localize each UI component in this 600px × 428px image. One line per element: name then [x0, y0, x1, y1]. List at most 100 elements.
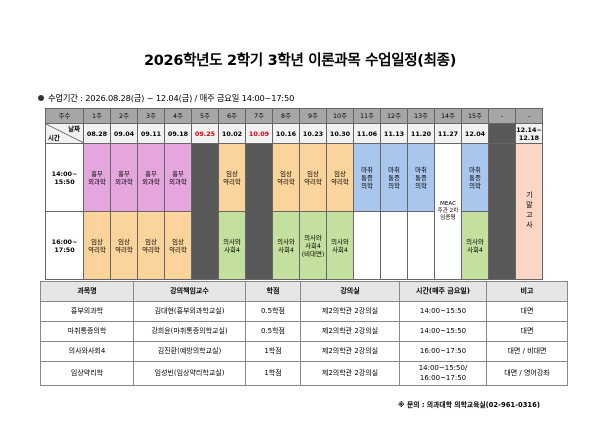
class-cell-pharmacology: 임상 약리학 — [218, 143, 246, 212]
blank-cell — [488, 143, 516, 280]
course-room: 제2의학관 2강의실 — [300, 301, 400, 322]
class-cell-society: 의사와 사회4 — [326, 211, 354, 280]
date-cell: 11.27 — [434, 123, 462, 144]
meac-evaluation-cell: MEAC 주관 2차 임종평 — [434, 143, 462, 280]
course-professor: 김대현(흉부외과학교실) — [133, 301, 246, 322]
week-label: 3주 — [137, 108, 165, 124]
empty-cell — [380, 211, 408, 280]
week-label: 8주 — [272, 108, 300, 124]
week-label: 5주 — [191, 108, 219, 124]
date-cell: 09.04 — [110, 123, 138, 144]
class-cell-pharmacology: 임상 약리학 — [137, 211, 165, 280]
course-professor: 임성빈(임상약리학교실) — [133, 361, 246, 386]
course-header: 과목명 — [40, 281, 134, 302]
course-name: 의사와사회4 — [40, 341, 134, 362]
class-cell-society: 의사와 사회4 — [461, 211, 489, 280]
course-table: 과목명 강의책임교수 학점 강의실 시간(매주 금요일) 비고 흉부외과학 김대… — [40, 281, 568, 386]
week-label: 7주 — [245, 108, 273, 124]
corner-time-label: 시간 — [48, 134, 60, 142]
page-title: 2026학년도 2학기 3학년 이론과목 수업일정(최종) — [143, 53, 457, 69]
empty-cell — [407, 211, 435, 280]
week-label: 6주 — [218, 108, 246, 124]
class-cell-pharmacology: 임상 약리학 — [326, 143, 354, 212]
class-cell-anesthesia: 마취 통증 의학 — [353, 143, 381, 212]
course-header: 강의책임교수 — [133, 281, 246, 302]
table-row: 임상약리학 임성빈(임상약리학교실) 1학점 제2의학관 2강의실 14:00~… — [40, 361, 568, 386]
class-cell-society: 의사와 사회4 (비대면) — [299, 211, 327, 280]
date-cell-holiday: 09.25 — [191, 123, 219, 144]
week-label: - — [488, 108, 516, 124]
date-cell-blank — [488, 123, 516, 144]
week-label: 14주 — [434, 108, 462, 124]
class-cell-pharmacology: 임상 약리학 — [299, 143, 327, 212]
table-row: 마취통증의학 강희윤(마취통증의학교실) 0.5학점 제2의학관 2강의실 14… — [40, 321, 568, 342]
class-cell-thoracic: 흉부 외과학 — [83, 143, 111, 212]
course-time: 16:00~17:50 — [399, 341, 487, 362]
date-cell: 08.28 — [83, 123, 111, 144]
date-cell: 11.13 — [380, 123, 408, 144]
date-cell-exam: 12.14~ 12.18 — [515, 123, 543, 144]
class-cell-thoracic: 흉부 외과학 — [137, 143, 165, 212]
bullet-icon — [38, 95, 44, 101]
contact-footer: ※ 문의 : 의과대학 의학교육실(02-961-0316) — [398, 401, 540, 409]
course-name: 임상약리학 — [40, 361, 134, 386]
class-cell-pharmacology: 임상 약리학 — [272, 143, 300, 212]
week-label: 9주 — [299, 108, 327, 124]
time-slot-2: 16:00~ 17:50 — [45, 211, 84, 280]
class-cell-anesthesia: 마취 통증 의학 — [380, 143, 408, 212]
class-cell-pharmacology: 임상 약리학 — [164, 211, 192, 280]
course-room: 제2의학관 2강의실 — [300, 341, 400, 362]
course-room: 제2의학관 2강의실 — [300, 321, 400, 342]
diagonal-divider — [46, 124, 83, 143]
date-cell: 10.30 — [326, 123, 354, 144]
course-credits: 0.5학점 — [245, 321, 301, 342]
week-label: 4주 — [164, 108, 192, 124]
final-exam-label: 기말고사 — [525, 190, 534, 231]
class-cell-pharmacology: 임상 약리학 — [110, 211, 138, 280]
date-cell: 12.04 — [461, 123, 489, 144]
week-header-label: 주수 — [45, 108, 84, 124]
date-cell: 09.11 — [137, 123, 165, 144]
time-slot-1: 14:00~ 15:50 — [45, 143, 84, 212]
date-cell: 10.02 — [218, 123, 246, 144]
week-label: 13주 — [407, 108, 435, 124]
date-cell-holiday: 10.09 — [245, 123, 273, 144]
class-cell-anesthesia: 마취 통증 의학 — [461, 143, 489, 212]
course-note: 대면 — [486, 301, 568, 322]
course-credits: 1학점 — [245, 341, 301, 362]
class-cell-anesthesia: 마취 통증 의학 — [407, 143, 435, 212]
date-cell: 10.23 — [299, 123, 327, 144]
course-name: 마취통증의학 — [40, 321, 134, 342]
course-room: 제2의학관 2강의실 — [300, 361, 400, 386]
table-row: 흉부외과학 김대현(흉부외과학교실) 0.5학점 제2의학관 2강의실 14:0… — [40, 301, 568, 322]
class-cell-thoracic: 흉부 외과학 — [164, 143, 192, 212]
course-note: 대면 / 비대면 — [486, 341, 568, 362]
course-professor: 김진환(예방의학교실) — [133, 341, 246, 362]
course-header: 강의실 — [300, 281, 400, 302]
week-label: 11주 — [353, 108, 381, 124]
empty-cell — [353, 211, 381, 280]
class-period-text: 수업기간 : 2026.08.28(금) ~ 12.04(금) / 매주 금요일… — [48, 93, 295, 103]
class-period-info: 수업기간 : 2026.08.28(금) ~ 12.04(금) / 매주 금요일… — [38, 92, 294, 104]
table-row: 의사와사회4 김진환(예방의학교실) 1학점 제2의학관 2강의실 16:00~… — [40, 341, 568, 362]
class-cell-pharmacology: 임상 약리학 — [83, 211, 111, 280]
holiday-cell — [191, 143, 219, 280]
date-cell: 11.06 — [353, 123, 381, 144]
holiday-cell — [245, 143, 273, 280]
week-label: 10주 — [326, 108, 354, 124]
course-note: 대면 — [486, 321, 568, 342]
date-cell: 11.20 — [407, 123, 435, 144]
class-cell-society: 의사와 사회4 — [218, 211, 246, 280]
date-time-corner: 날짜 시간 — [45, 123, 84, 144]
final-exam-cell: 기말고사 — [515, 143, 543, 280]
course-note: 대면 / 영어강좌 — [486, 361, 568, 386]
course-time: 14:00~15:50/ 16:00~17:50 — [399, 361, 487, 386]
course-professor: 강희윤(마취통증의학교실) — [133, 321, 246, 342]
week-label: - — [515, 108, 543, 124]
class-cell-society: 의사와 사회4 — [272, 211, 300, 280]
course-name: 흉부외과학 — [40, 301, 134, 322]
course-time: 14:00~15:50 — [399, 321, 487, 342]
week-label: 15주 — [461, 108, 489, 124]
course-credits: 0.5학점 — [245, 301, 301, 322]
course-header: 비고 — [486, 281, 568, 302]
